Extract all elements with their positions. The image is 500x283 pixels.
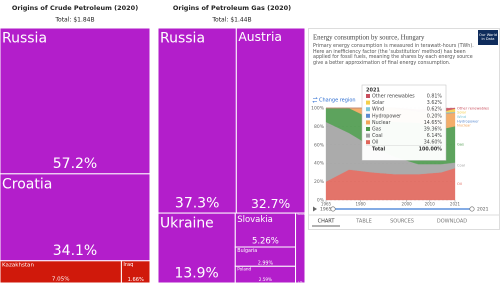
timeline-handle[interactable] bbox=[469, 206, 475, 212]
series-label: Solar bbox=[457, 111, 467, 115]
tooltip-value: 0.62% bbox=[427, 107, 443, 113]
tile-label: Russia bbox=[160, 31, 205, 47]
x-tick-label: 1965 bbox=[321, 202, 332, 207]
tile-value-label: 2.99% bbox=[258, 260, 274, 266]
area-title: Energy consumption by source, Hungary bbox=[313, 35, 425, 42]
treemap-tile bbox=[157, 27, 237, 214]
tab[interactable]: TABLE bbox=[355, 219, 371, 225]
logo-text-box: Our World in Data bbox=[478, 33, 498, 41]
x-tick-label: 2000 bbox=[402, 202, 413, 207]
y-tick-label: 80% bbox=[314, 124, 325, 130]
tile-value-label: 1.66% bbox=[128, 277, 144, 283]
x-tick-label: 2010 bbox=[425, 202, 436, 207]
treemap-tile bbox=[235, 27, 306, 214]
tile-value-label: 57.2% bbox=[53, 156, 97, 172]
timeline-handle[interactable] bbox=[330, 206, 336, 212]
tooltip-total-value: 100.00% bbox=[419, 146, 443, 152]
treemap-tile bbox=[295, 212, 306, 283]
tooltip-name: Solar bbox=[372, 100, 384, 106]
tile-label: Romania bbox=[298, 214, 305, 216]
tile-value-label: 34.1% bbox=[53, 243, 97, 259]
tile-value-label: 13.9% bbox=[175, 265, 219, 281]
tooltip-title: 2021 bbox=[366, 88, 380, 94]
play-button[interactable] bbox=[313, 206, 317, 212]
logo[interactable] bbox=[478, 30, 498, 45]
tile-label: Slovakia bbox=[237, 214, 273, 224]
tile-label: Kazakhstan bbox=[2, 262, 34, 268]
y-tick-label: 60% bbox=[314, 142, 325, 148]
tooltip-swatch bbox=[366, 120, 370, 125]
tile-value-label: 1.7% bbox=[298, 281, 303, 283]
timeline-start: 1965 bbox=[320, 207, 332, 213]
tile-value-label: 5.26% bbox=[252, 236, 279, 246]
tile-value-label: 37.3% bbox=[175, 195, 219, 211]
tooltip-total-name: Total bbox=[372, 146, 385, 152]
y-tick-label: 20% bbox=[314, 179, 325, 185]
tooltip bbox=[361, 84, 447, 161]
treemap-title: Origins of Crude Petroleum (2020) bbox=[12, 4, 138, 12]
timeline-end: 2021 bbox=[477, 207, 489, 213]
tooltip-swatch bbox=[366, 94, 370, 98]
series-label: Oil bbox=[457, 182, 462, 186]
logo-text: Our World in Data bbox=[478, 33, 498, 41]
tooltip-swatch bbox=[366, 100, 370, 105]
y-tick-label: 100% bbox=[311, 106, 325, 112]
treemap-tile bbox=[0, 27, 151, 175]
treemap-tile bbox=[234, 212, 297, 248]
tooltip-name: Wind bbox=[372, 107, 384, 113]
tooltip-name: Coal bbox=[372, 133, 383, 139]
series-label: Other renewables bbox=[457, 106, 489, 110]
tile-value-label: 32.7% bbox=[251, 197, 291, 211]
tab[interactable]: SOURCES bbox=[390, 219, 414, 225]
tooltip-value: 3.62% bbox=[427, 100, 443, 106]
tile-label: Austria bbox=[238, 30, 282, 44]
change-region[interactable]: Change region bbox=[319, 98, 356, 104]
treemap-subtitle: Total: $1.84B bbox=[54, 17, 94, 24]
series-label: Coal bbox=[457, 163, 465, 167]
series-label: Hydropower bbox=[457, 119, 479, 123]
tab[interactable]: DOWNLOAD bbox=[437, 219, 467, 225]
tooltip-name: Hydropower bbox=[372, 113, 401, 119]
tooltip-name: Other renewables bbox=[372, 94, 415, 100]
tooltip-value: 0.20% bbox=[427, 113, 443, 119]
tooltip-name: Gas bbox=[372, 127, 382, 133]
series-label: Gas bbox=[457, 142, 464, 146]
tooltip-swatch bbox=[366, 133, 370, 138]
treemap-title: Origins of Petroleum Gas (2020) bbox=[173, 4, 291, 12]
series-label: Nuclear bbox=[457, 124, 471, 128]
y-tick-label: 40% bbox=[314, 161, 325, 167]
tile-label: Russia bbox=[2, 31, 47, 47]
tile-label: Croatia bbox=[2, 176, 52, 192]
tooltip-swatch bbox=[366, 140, 370, 145]
tooltip-name: Oil bbox=[372, 140, 378, 146]
treemap-subtitle: Total: $1.44B bbox=[211, 17, 251, 24]
tooltip-name: Nuclear bbox=[372, 120, 390, 126]
tile-label: Ukraine bbox=[160, 216, 214, 232]
x-tick-label: 2021 bbox=[450, 202, 461, 207]
tooltip-swatch bbox=[366, 113, 370, 118]
tile-label: Poland bbox=[237, 266, 251, 271]
tooltip-swatch bbox=[366, 127, 370, 131]
area-subtitle: Primary energy consumption is measured i… bbox=[313, 44, 474, 66]
tooltip-value: 14.65% bbox=[424, 120, 443, 126]
change-region-icon bbox=[312, 97, 318, 103]
tile-value-label: 2.59% bbox=[259, 277, 272, 282]
tooltip-swatch bbox=[366, 107, 370, 112]
x-tick-label: 1980 bbox=[355, 202, 366, 207]
tile-label: Bulgaria bbox=[237, 248, 257, 254]
tab[interactable]: CHART bbox=[318, 219, 336, 225]
tooltip-value: 39.36% bbox=[424, 127, 443, 133]
tooltip-value: 34.60% bbox=[424, 140, 443, 146]
series-label: Wind bbox=[457, 115, 466, 119]
tile-value-label: 7.05% bbox=[52, 277, 70, 283]
y-tick-label: 0% bbox=[317, 198, 325, 204]
tooltip-value: 6.14% bbox=[427, 133, 443, 139]
tile-label: Iraq bbox=[123, 262, 133, 268]
tooltip-value: 0.81% bbox=[427, 94, 443, 100]
